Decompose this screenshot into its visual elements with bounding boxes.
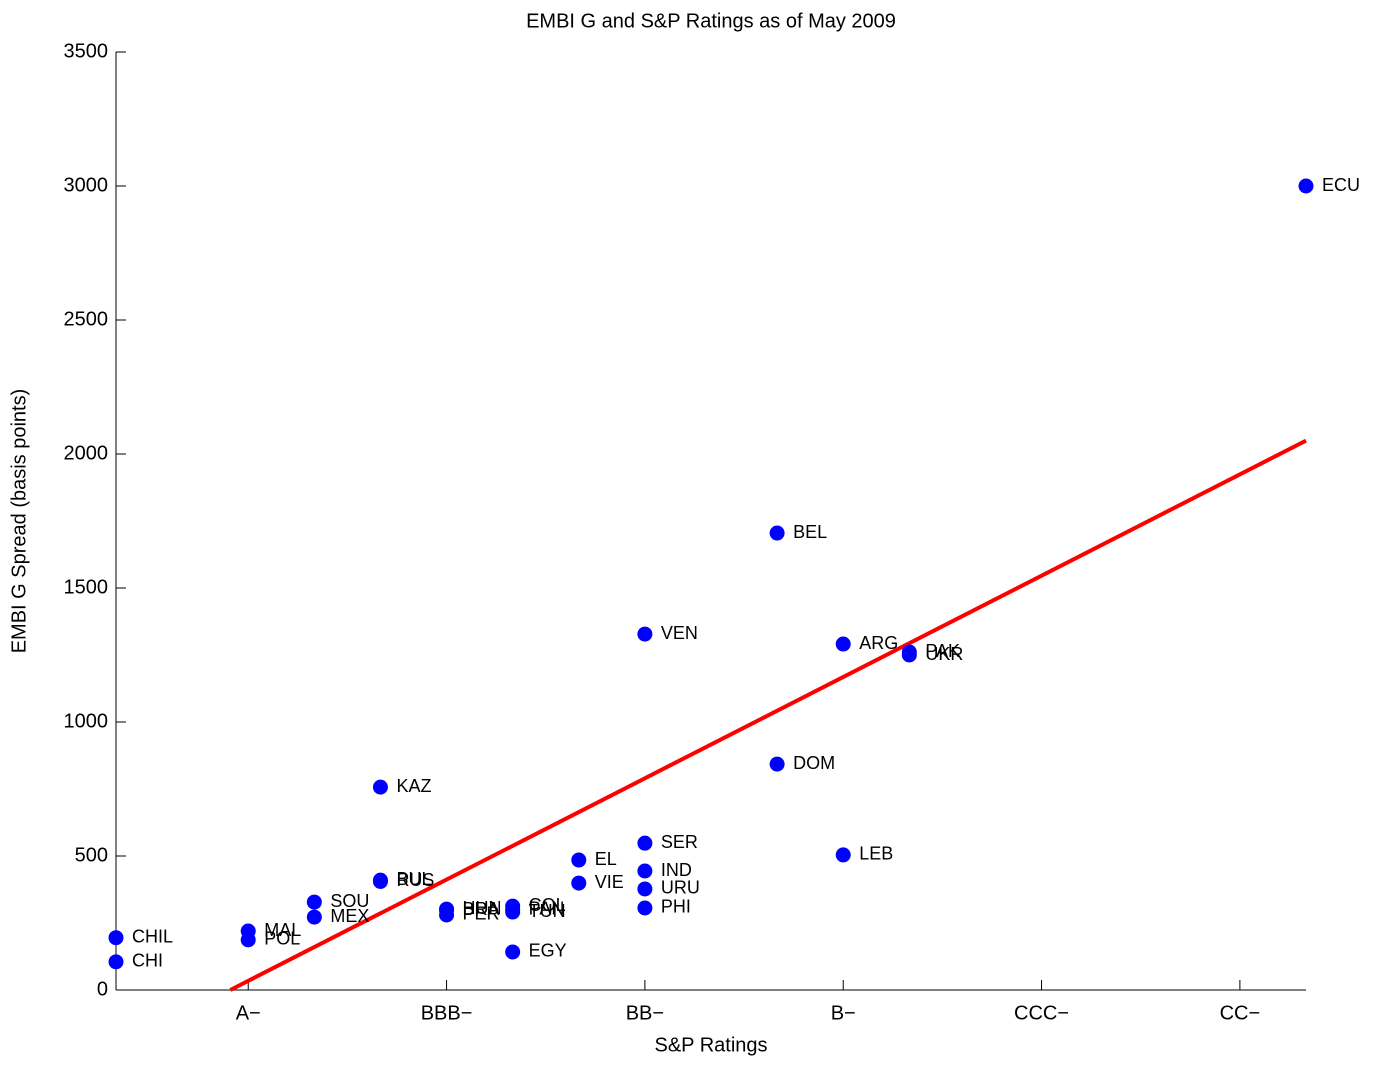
x-tick-label: A− (236, 1002, 261, 1024)
point-label: PAN (529, 898, 565, 918)
point-label: SER (661, 832, 698, 852)
point-label: VEN (661, 623, 698, 643)
point (637, 835, 653, 851)
y-tick-label: 2500 (64, 308, 109, 330)
y-tick-label: 0 (97, 978, 108, 1000)
y-tick-label: 1000 (64, 710, 109, 732)
point (306, 909, 322, 925)
point-label: RUS (396, 870, 434, 890)
point (637, 863, 653, 879)
x-tick-label: BB− (626, 1002, 664, 1024)
chart-title: EMBI G and S&P Ratings as of May 2009 (526, 10, 896, 32)
y-axis-label: EMBI G Spread (basis points) (8, 389, 30, 654)
point (901, 647, 917, 663)
point (372, 873, 388, 889)
y-tick-label: 2000 (64, 442, 109, 464)
point (439, 907, 455, 923)
point-label: EGY (529, 941, 567, 961)
point (637, 626, 653, 642)
point-label: LEB (859, 844, 893, 864)
point-label: URU (661, 878, 700, 898)
point-label: COL (529, 895, 566, 915)
point (571, 875, 587, 891)
point (1298, 178, 1314, 194)
point (637, 900, 653, 916)
x-tick-label: CCC− (1014, 1002, 1069, 1024)
point-label: POL (264, 929, 300, 949)
y-tick-label: 1500 (64, 576, 109, 598)
point-label: VIE (595, 872, 624, 892)
point (835, 636, 851, 652)
point (505, 904, 521, 920)
fit-line (229, 438, 1307, 992)
point-label: BEL (793, 522, 827, 542)
point-label: ARG (859, 633, 898, 653)
point-label: BRA (463, 899, 500, 919)
point-label: CHIL (132, 926, 173, 946)
point (108, 954, 124, 970)
point (769, 756, 785, 772)
point-label: DOM (793, 753, 835, 773)
point-label: TUN (529, 901, 566, 921)
x-tick-label: B− (831, 1002, 856, 1024)
y-tick-label: 3000 (64, 174, 109, 196)
point (372, 779, 388, 795)
point-label: PHI (661, 897, 691, 917)
y-tick-label: 3500 (64, 40, 109, 62)
point (637, 881, 653, 897)
point (835, 847, 851, 863)
point-label: HUN (463, 898, 502, 918)
point (505, 944, 521, 960)
point-label: KAZ (396, 776, 431, 796)
point (108, 930, 124, 946)
point-label: PER (463, 904, 500, 924)
point-label: UKR (925, 644, 963, 664)
point (769, 525, 785, 541)
y-tick-label: 500 (75, 844, 108, 866)
point (306, 894, 322, 910)
x-axis-label: S&P Ratings (654, 1034, 767, 1056)
x-tick-label: BBB− (421, 1002, 473, 1024)
point-label: CHI (132, 951, 163, 971)
point-label: SOU (330, 891, 369, 911)
point-label: EL (595, 849, 617, 869)
point-label: PAK (925, 641, 960, 661)
point (571, 852, 587, 868)
x-tick-label: CC− (1220, 1002, 1261, 1024)
point-label: ECU (1322, 175, 1360, 195)
point-label: MAL (264, 920, 301, 940)
point-label: IND (661, 860, 692, 880)
point (240, 932, 256, 948)
point-label: MEX (330, 906, 369, 926)
point-label: BUL (396, 869, 431, 889)
